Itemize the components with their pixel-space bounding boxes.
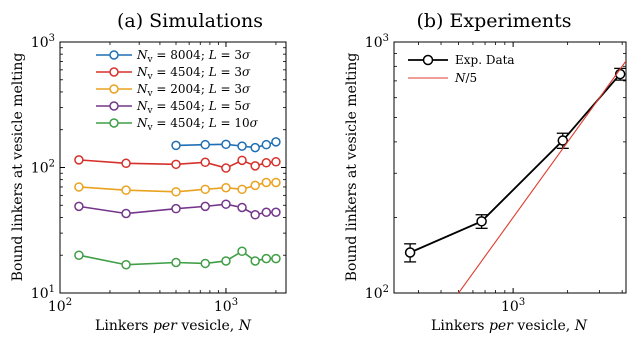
panel-b-legend-0-label: Exp. Data <box>455 53 515 67</box>
panel-b-series <box>404 60 626 293</box>
panel-a-series-0-point-6 <box>271 137 281 147</box>
panel-a-ylabel: Bound linkers at vesicle melting <box>10 53 26 282</box>
panel-a-series-1-point-7 <box>261 158 272 168</box>
panel-a-series-3-point-1 <box>121 208 131 219</box>
panel-a-legend-4-label: Nv = 4504; L = 10σ <box>136 116 259 133</box>
panel-b-legend-1-label: N/5 <box>454 71 477 85</box>
panel-a-legend-1-label: Nv = 4504; L = 3σ <box>136 65 251 82</box>
panel-a-series-1-point-4 <box>221 163 231 173</box>
panel-a-series-2-point-6 <box>250 180 260 191</box>
panel-a-legend-3-label: Nv = 4504; L = 5σ <box>136 99 251 116</box>
panel-a-series-1-point-2 <box>171 159 181 170</box>
panel-a-series-2-point-0 <box>74 182 84 192</box>
panel-b: (b) Experiments Bound linkers at vesicle… <box>344 10 627 334</box>
panel-a-series-1-point-8 <box>271 157 281 167</box>
panel-a-series-3-point-2 <box>171 203 181 214</box>
panel-b-ytick-label-0: 102 <box>365 284 389 302</box>
panel-a-series-1-point-0 <box>74 155 84 165</box>
panel-a-series-2-point-2 <box>171 187 181 197</box>
panel-a-series-2-point-5 <box>237 184 247 195</box>
panel-a-ytick-label-0: 101 <box>31 284 55 302</box>
panel-b-ytick-label-1: 103 <box>365 33 389 51</box>
panel-a-series-2-point-1 <box>121 185 131 195</box>
panel-a-xtick-label-0: 102 <box>48 297 72 315</box>
panel-a-legend-2-marker <box>109 84 119 94</box>
panel-a-series <box>74 137 281 270</box>
panel-a-series-4-point-2 <box>171 257 181 268</box>
panel-a-series-0-point-3 <box>237 141 247 151</box>
panel-a-ytick-label-2: 103 <box>31 33 55 51</box>
panel-a-legend-0-marker <box>109 50 119 60</box>
panel-a: (a) Simulations Bound linkers at vesicle… <box>10 10 287 334</box>
panel-a-series-0-point-0 <box>171 140 181 151</box>
panel-a-series-3-point-5 <box>237 202 247 213</box>
panel-a-series-1-point-5 <box>237 155 247 166</box>
panel-b-series-0-point-1 <box>476 216 487 227</box>
panel-a-series-0-point-4 <box>250 142 260 153</box>
panel-a-legend-3-marker <box>109 101 119 111</box>
panel-b-series-0-line <box>409 73 621 254</box>
panel-b-ticks: 103 102 103 <box>365 33 626 315</box>
panel-a-series-3-point-0 <box>74 201 84 212</box>
panel-b-xtick-label-0: 103 <box>501 297 525 315</box>
panel-b-series-1-line <box>457 60 626 293</box>
panel-a-series-1-point-1 <box>121 158 131 169</box>
panel-b-series-0-point-2 <box>557 135 569 146</box>
panel-a-legend-1-marker <box>109 67 119 77</box>
panel-a-series-2-point-4 <box>221 182 231 193</box>
panel-a-series-2-point-3 <box>200 184 210 195</box>
panel-a-legend-0-label: Nv = 8004; L = 3σ <box>136 48 251 65</box>
panel-a-xlabel: Linkers per vesicle, N <box>95 318 252 334</box>
panel-a-ytick-label-1: 102 <box>31 159 55 177</box>
panel-a-series-3-point-7 <box>261 207 272 217</box>
panel-a-series-1-point-3 <box>200 157 210 168</box>
panel-a-series-2-point-8 <box>271 177 281 188</box>
panel-a-series-4-point-4 <box>221 256 231 266</box>
panel-a-series-4-point-7 <box>261 253 272 264</box>
panel-b-xlabel: Linkers per vesicle, N <box>431 318 588 334</box>
panel-a-series-2-point-7 <box>261 177 272 188</box>
panel-b-legend-0-marker <box>422 54 434 66</box>
panel-a-series-4-point-0 <box>74 250 84 260</box>
panel-a-series-3-point-3 <box>200 201 210 212</box>
panel-a-series-1-point-6 <box>250 161 260 171</box>
panel-a-series-0-point-2 <box>221 139 231 150</box>
panel-a-series-3-point-6 <box>250 210 260 220</box>
panel-a-xtick-label-1: 103 <box>214 297 238 315</box>
panel-b-ylabel: Bound linkers at vesicle melting <box>344 53 360 282</box>
panel-a-series-4-point-6 <box>250 256 260 266</box>
panel-a-series-4-point-1 <box>121 259 131 270</box>
panel-a-title: (a) Simulations <box>117 10 263 32</box>
panel-a-legend-2-label: Nv = 2004; L = 3σ <box>136 82 251 99</box>
panel-b-legend: Exp. Data N/5 <box>408 53 515 85</box>
panel-a-series-0-point-5 <box>261 139 272 150</box>
panel-a-series-3-point-4 <box>221 199 231 209</box>
panel-b-title: (b) Experiments <box>416 10 571 32</box>
panel-b-series-0-point-0 <box>404 247 416 258</box>
panel-b-axes-frame <box>393 41 627 294</box>
panel-a-series-4-point-5 <box>237 246 247 257</box>
panel-a-series-4-point-8 <box>271 253 281 264</box>
panel-a-series-4-point-3 <box>200 258 210 269</box>
panel-a-series-0-point-1 <box>200 139 210 150</box>
panel-a-series-3-point-8 <box>271 207 281 217</box>
panel-a-legend-4-marker <box>109 118 119 128</box>
